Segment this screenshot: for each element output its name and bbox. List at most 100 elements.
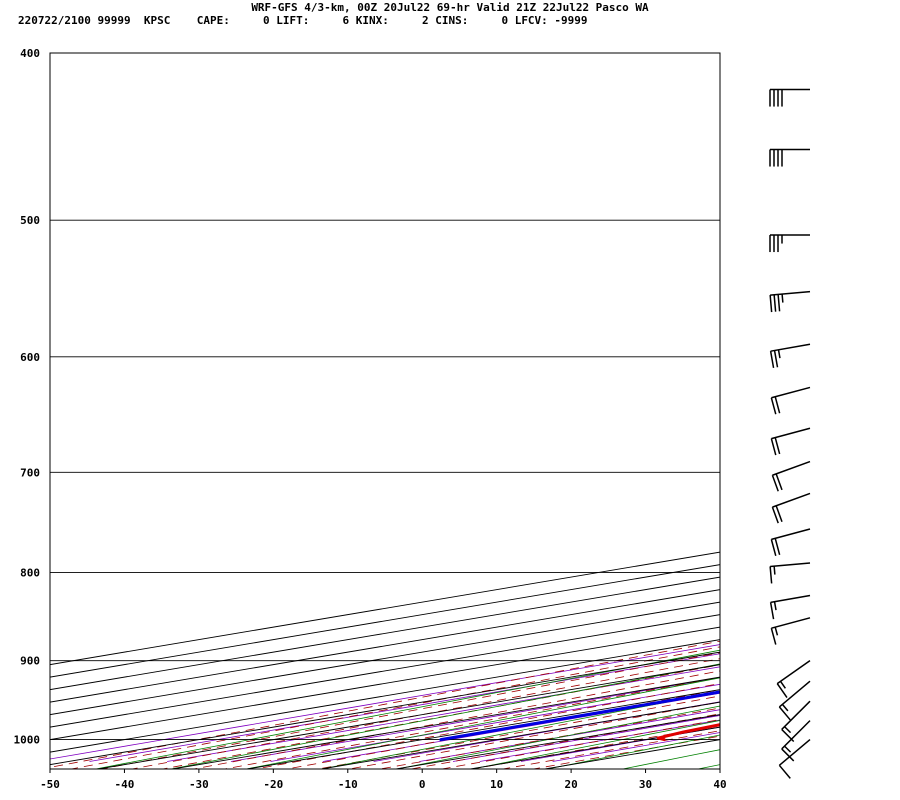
wind-barb-feather [771,506,779,524]
isotherm-line [50,589,720,703]
sounding-profiles [439,690,720,742]
wind-barb-feather [781,728,795,743]
moist-adiabats [50,640,720,769]
pressure-tick-label: 400 [20,47,40,60]
wind-barb-half-feather [781,703,789,712]
dewpoint-profile-line [439,690,720,742]
moist-adiabat [315,695,720,769]
wind-barb-feather [777,294,781,312]
pressure-tick-label: 500 [20,214,40,227]
dry-adiabat [696,764,720,769]
wind-barb-staff [770,343,811,352]
dry-adiabat [394,705,720,769]
wind-barb [769,562,811,584]
temperature-tick-label: -30 [189,778,209,791]
wind-barb-staff [770,562,811,568]
isotherm-line [544,739,720,769]
wind-barb-half-feather [774,626,779,636]
wind-barb-feather [774,437,781,455]
isotherm-line [247,689,720,769]
wind-barb-staff [776,660,811,685]
wind-barb-feather [770,397,777,415]
wind-barbs [769,88,811,779]
temperature-tick-label: 40 [713,778,726,791]
isotherm-line [50,639,720,753]
temperature-tick-label: -20 [263,778,283,791]
pressure-tick-label: 1000 [14,734,41,747]
pressure-tick-label: 900 [20,655,40,668]
temperature-tick-label: 0 [419,778,426,791]
wind-barb-feather [776,683,788,698]
wind-barb-feather [773,294,777,312]
wind-barb-half-feather [784,726,792,734]
moist-adiabat [69,646,720,769]
wind-barb-feather [770,539,777,556]
wind-barb-staff [781,700,811,730]
mixing-ratio-line [230,677,720,762]
wind-barb-feather [770,627,777,645]
isotherm-line [50,651,720,766]
isotherm-line [172,676,720,769]
moist-adiabat [50,640,720,768]
isotherm-line [50,614,720,728]
dry-adiabat [319,691,720,769]
dry-adiabat [717,0,900,800]
wind-barb-staff [771,427,811,440]
wind-barb-staff [771,386,811,399]
mixing-ratio-line [452,715,720,762]
moist-adiabat [408,713,720,769]
moist-adiabat [160,664,720,769]
wind-barb-feather [775,473,783,491]
moist-adiabat [500,730,720,769]
pressure-tick-label: 800 [20,566,40,579]
wind-barb-feather [774,396,781,414]
wind-barb-half-feather [773,566,776,575]
wind-barb [769,290,811,313]
wind-barb-feather [781,748,795,762]
mixing-ratio-line [167,666,720,762]
isotherm-line [396,714,720,769]
wind-barb [769,343,811,369]
wind-barb-staff [778,680,811,708]
mixing-ratio-line [419,709,720,762]
wind-barb-feather [771,474,779,492]
dry-adiabat [794,0,900,800]
temperature-tick-labels: -50 -40 -30 -20 -10 0 10 20 30 40 [40,769,727,791]
isotherm-line [50,576,720,691]
pressure-tick-labels: 400 500 600 700 800 900 1000 [14,47,41,747]
wind-barb [771,492,811,524]
wind-barb-feather [769,295,773,313]
temperature-tick-label: 20 [564,778,577,791]
wind-barb [770,386,811,415]
wind-barb-staff [778,739,811,766]
wind-barb [770,528,811,556]
wind-barb-staff [781,720,811,750]
wind-barb-feather [769,351,775,369]
wind-barb-half-feather [773,601,777,611]
wind-barb [778,680,811,721]
isotherms [50,551,720,769]
isotherm-line [470,726,720,769]
isotherm-line [50,626,720,741]
wind-barb [781,720,811,762]
wind-barb-staff [771,528,811,541]
mixing-ratio-line [552,732,720,762]
isotherm-line [321,701,720,769]
wind-barb-staff [770,594,811,604]
temperature-tick-label: -50 [40,778,60,791]
wind-barb [769,594,811,620]
wind-barb-feather [773,350,779,368]
mixing-ratio-line [270,683,720,762]
wind-barb [770,617,811,645]
moist-adiabat [470,724,720,769]
dry-adiabat [545,734,720,769]
wind-barb-staff [772,460,811,476]
isotherm-line [50,551,720,666]
moist-adiabat [378,707,720,769]
temperature-tick-label: 30 [639,778,652,791]
wind-barb [776,660,811,698]
